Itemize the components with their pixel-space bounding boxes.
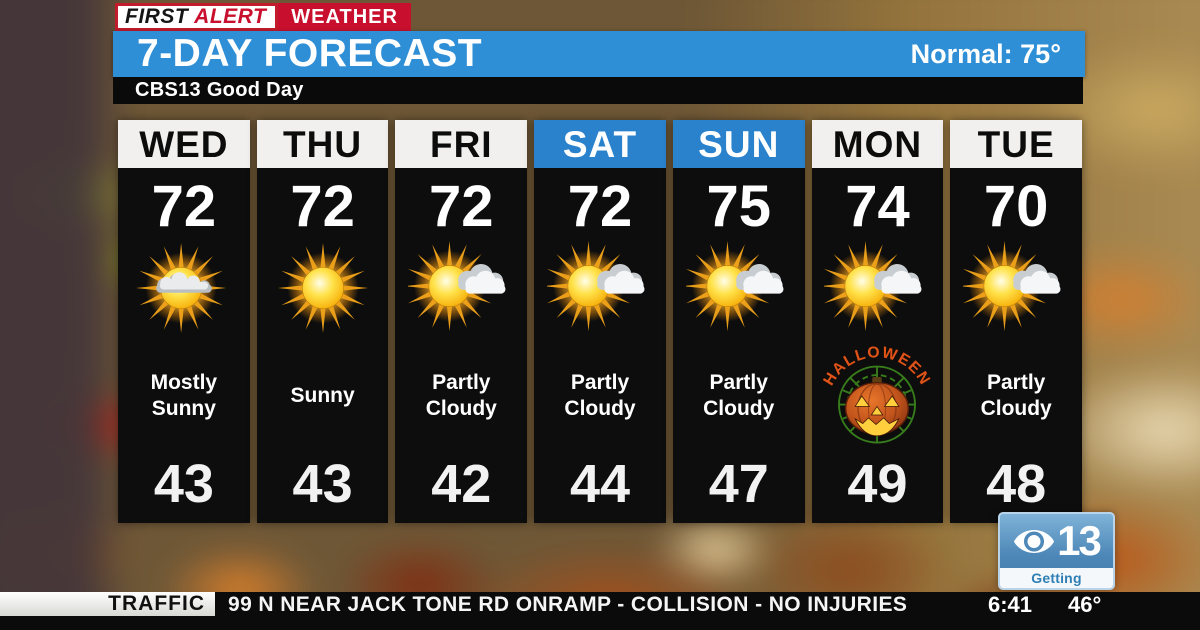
low-temp: 43 [153, 454, 214, 514]
day-body: 72 Partly Cloudy 44 [534, 168, 666, 523]
halloween-graphic-slot: HALLOWEEN [814, 336, 940, 455]
condition-label: Mostly Sunny [150, 371, 218, 420]
cbs13-logo-top: 13 [1000, 514, 1113, 568]
clock: 6:41 [988, 592, 1033, 617]
weather-label: WEATHER [278, 3, 411, 31]
condition-label: Partly Cloudy [564, 371, 636, 420]
partly-cloudy-icon [686, 240, 784, 336]
station-tagline: Getting Answers. [1000, 568, 1113, 588]
condition-label: Partly Cloudy [425, 371, 497, 420]
high-temp: 72 [290, 174, 355, 239]
partly-cloudy-icon [824, 240, 922, 336]
day-column-fri: FRI 72 Partly Cloudy 42 [395, 120, 528, 523]
low-temp: 43 [292, 454, 353, 514]
high-temp: 72 [567, 174, 633, 239]
low-temp: 47 [708, 454, 769, 514]
mostly-sunny-icon [131, 240, 237, 336]
partly-cloudy-icon [547, 240, 645, 336]
day-name: TUE [950, 120, 1083, 168]
day-body: 70 Partly Cloudy 48 [950, 168, 1083, 523]
cbs13-logo: 13 Getting Answers. [998, 512, 1115, 590]
low-temp: 44 [569, 454, 631, 514]
day-column-thu: THU 72 Sunny 43 [256, 120, 389, 523]
forecast-title-bar: 7-DAY FORECAST Normal: 75° [113, 31, 1085, 77]
day-body: 75 Partly Cloudy 47 [672, 168, 805, 523]
first-alert-weather-logo: FIRST ALERT WEATHER [115, 3, 411, 31]
news-ticker: TRAFFIC 99 N NEAR JACK TONE RD ONRAMP - … [0, 592, 1200, 630]
ticker-category-label: TRAFFIC [0, 592, 215, 616]
high-temp: 75 [706, 174, 771, 239]
day-column-tue: TUE 70 Partly Cloudy 48 [950, 120, 1083, 523]
day-body: 72 Partly Cloudy 42 [395, 168, 528, 523]
forecast-columns: WED 72 Mostly Sunny 43 THU 72 Sunny 43 [118, 120, 1083, 523]
condition-label: Partly Cloudy [980, 371, 1052, 420]
high-temp: 74 [845, 174, 910, 239]
day-name: WED [118, 120, 250, 168]
day-name: SAT [534, 120, 666, 168]
ticker-message: 99 N NEAR JACK TONE RD ONRAMP - COLLISIO… [228, 593, 908, 616]
show-name: CBS13 Good Day [113, 77, 1083, 104]
high-temp: 72 [151, 174, 217, 239]
current-temp: 46° [1068, 592, 1102, 617]
page-title: 7-DAY FORECAST [137, 32, 483, 75]
condition-label: Partly Cloudy [703, 371, 775, 420]
alert-label: ALERT [194, 5, 267, 28]
sunny-icon [270, 240, 376, 336]
day-name: THU [256, 120, 389, 168]
station-number: 13 [1057, 517, 1102, 564]
day-column-mon: MON 74 [811, 120, 944, 523]
low-temp: 49 [847, 454, 908, 514]
first-alert-box: FIRST ALERT [115, 3, 279, 31]
day-body: 74 [811, 168, 944, 523]
day-name: FRI [395, 120, 528, 168]
day-column-wed: WED 72 Mostly Sunny 43 [118, 120, 250, 523]
day-name: SUN [672, 120, 805, 168]
day-body: 72 Mostly Sunny 43 [118, 168, 250, 523]
low-temp: 48 [986, 454, 1047, 514]
partly-cloudy-icon [408, 240, 506, 336]
normal-temperature: Normal: 75° [910, 38, 1061, 69]
partly-cloudy-icon [963, 240, 1061, 336]
day-name: MON [811, 120, 944, 168]
cbs-eye-icon [1014, 529, 1055, 553]
high-temp: 70 [983, 174, 1049, 239]
day-column-sun: SUN 75 Partly Cloudy 47 [672, 120, 805, 523]
first-label: FIRST [125, 5, 189, 28]
low-temp: 42 [431, 454, 492, 514]
halloween-pumpkin-icon: HALLOWEEN [820, 343, 933, 443]
condition-label: Sunny [290, 383, 355, 407]
high-temp: 72 [429, 174, 494, 239]
day-column-sat: SAT 72 Partly Cloudy 44 [534, 120, 666, 523]
day-body: 72 Sunny 43 [256, 168, 389, 523]
